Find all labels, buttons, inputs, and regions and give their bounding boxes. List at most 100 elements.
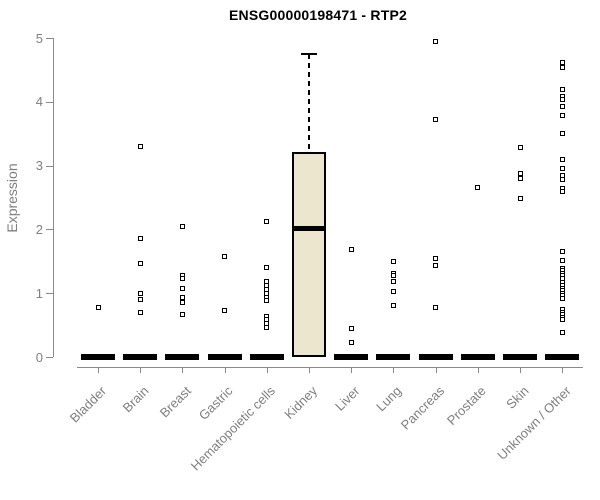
data-point [137,291,143,297]
data-point [137,143,143,149]
x-axis-line [77,367,583,368]
data-point [433,305,439,311]
x-axis-tick [520,367,521,373]
data-point [137,297,143,303]
data-point [559,157,565,163]
x-axis-tick [98,367,99,373]
y-axis-label: Expression [4,163,20,233]
x-category-label: Prostate [444,383,490,429]
data-point [559,97,565,103]
data-point [517,144,523,150]
data-point [559,329,565,335]
data-point [559,188,565,194]
data-point [433,255,439,261]
data-point [264,264,270,270]
x-axis-tick [266,367,268,373]
data-point [348,326,354,332]
x-category-label: Hematopoietic cells [187,383,279,474]
box-upper-whisker [308,53,310,152]
x-category-label: Unknown / Other [493,383,574,463]
collapsed-box-median [545,354,580,360]
data-point [559,60,565,66]
data-point [390,278,396,284]
x-axis-tick [435,367,437,373]
collapsed-box-median [123,354,158,360]
y-axis-tick [46,293,53,295]
data-point [348,246,354,252]
data-point [95,304,101,310]
data-point [517,170,523,176]
y-axis-tick [46,101,53,103]
data-point [179,276,185,282]
data-point [179,295,185,301]
whisker-cap [301,52,317,55]
data-point [264,218,270,224]
data-point [517,196,523,202]
data-point [222,307,228,313]
data-point [390,273,396,279]
collapsed-box-median [81,354,115,360]
data-point [264,298,270,304]
data-point [433,263,439,269]
x-category-label: Gastric [196,383,236,423]
x-axis-tick [562,367,564,373]
data-point [559,113,565,119]
data-point [559,257,565,263]
x-category-label: Lung [373,383,405,415]
data-point [390,258,396,264]
data-point [390,289,396,295]
data-point [348,340,354,346]
box-median-line [292,225,326,231]
data-point [179,224,185,230]
data-point [559,131,565,137]
collapsed-box-median [207,354,242,360]
x-category-label: Brain [119,383,152,416]
x-category-label: Liver [331,383,363,414]
x-category-label: Bladder [67,383,110,426]
data-point [559,177,565,183]
kidney-box [292,151,326,357]
x-category-label: Breast [156,383,194,421]
data-point [559,295,565,301]
data-point [264,325,270,331]
data-point [390,303,396,309]
data-point [559,86,565,92]
y-axis-tick [46,38,53,39]
data-point [559,165,565,171]
data-point [137,236,143,242]
x-axis-tick [140,367,142,373]
chart-title: ENSG00000198471 - RTP2 [229,7,407,23]
data-point [433,39,439,45]
data-point [517,176,523,182]
data-point [433,116,439,122]
y-tick-label: 5 [35,30,43,46]
collapsed-box-median [249,354,284,360]
collapsed-box-median [460,354,495,360]
data-point [559,103,565,109]
collapsed-box-median [503,354,537,360]
data-point [137,310,143,316]
collapsed-box-median [334,354,369,360]
collapsed-box-median [418,354,453,360]
x-axis-tick [224,367,226,373]
x-axis-tick [351,367,353,373]
y-axis-line [53,38,54,357]
data-point [559,248,565,254]
y-tick-label: 2 [35,221,43,237]
data-point [559,65,565,71]
x-category-label: Pancreas [397,383,447,433]
collapsed-box-median [376,354,411,360]
y-tick-label: 1 [35,285,43,301]
y-axis-tick [46,229,53,231]
x-category-label: Kidney [281,383,321,422]
data-point [222,254,228,260]
x-axis-tick [309,367,310,373]
x-axis-tick [477,367,479,373]
y-tick-label: 0 [35,349,43,365]
x-axis-tick [182,367,184,373]
x-axis-tick [393,367,395,373]
data-point [179,285,185,291]
data-point [179,300,185,306]
y-tick-label: 3 [35,158,43,174]
